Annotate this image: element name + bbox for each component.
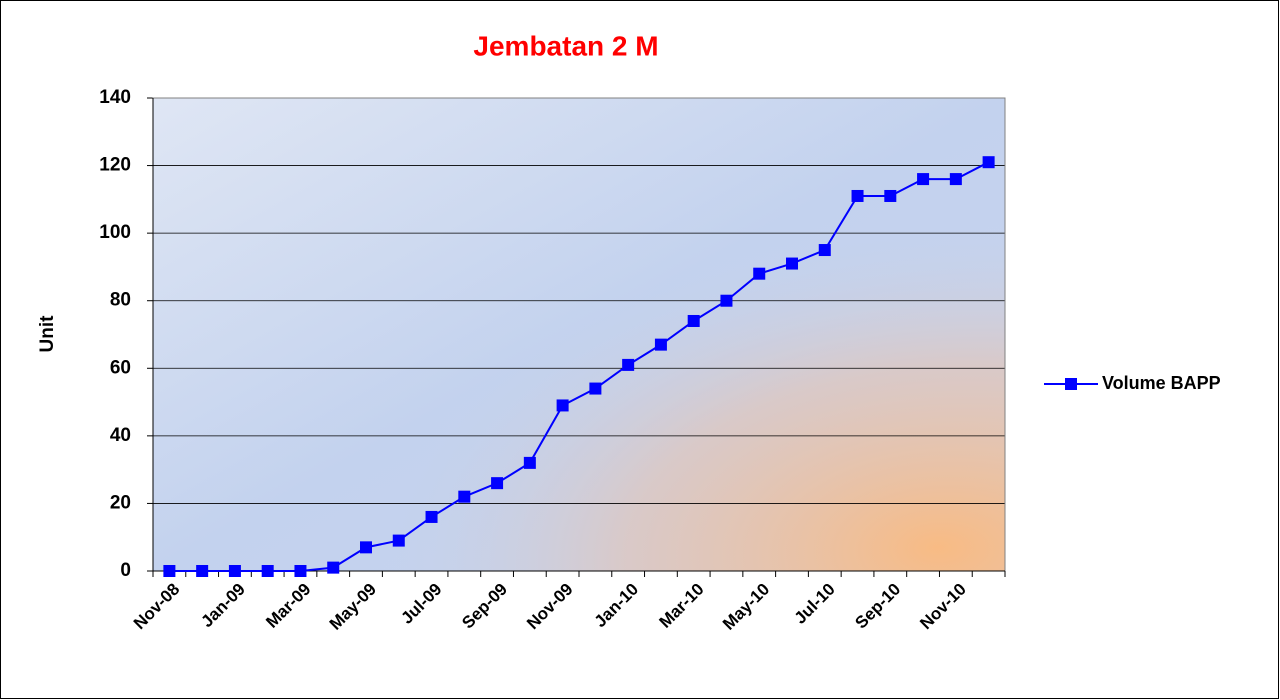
data-point: [622, 358, 635, 371]
data-point: [425, 510, 438, 523]
data-point: [491, 477, 504, 490]
y-tick-label: 40: [110, 425, 131, 446]
legend-label: Volume BAPP: [1102, 373, 1221, 393]
data-point: [884, 189, 897, 202]
data-point: [392, 534, 405, 547]
data-point: [851, 189, 864, 202]
data-point: [982, 156, 995, 169]
data-point: [917, 173, 930, 186]
data-point: [523, 456, 536, 469]
y-tick-label: 20: [110, 492, 131, 513]
y-tick-label: 60: [110, 357, 131, 378]
data-point: [294, 565, 307, 577]
legend-marker: [1065, 378, 1077, 390]
y-tick-label: 100: [99, 222, 131, 243]
data-point: [818, 244, 831, 257]
y-axis-label: Unit: [37, 315, 58, 353]
y-tick-label: 120: [99, 155, 131, 176]
data-point: [949, 173, 962, 186]
data-point: [163, 565, 176, 577]
y-tick-label: 0: [120, 560, 131, 581]
data-point: [720, 294, 733, 307]
data-point: [327, 561, 340, 574]
y-tick-label: 80: [110, 290, 131, 311]
data-point: [556, 399, 569, 412]
data-point: [196, 565, 209, 577]
data-point: [261, 565, 274, 577]
data-point: [753, 267, 766, 280]
y-tick-label: 140: [99, 87, 131, 108]
data-point: [458, 490, 471, 503]
chart-title: Jembatan 2 M: [473, 30, 658, 61]
data-point: [228, 565, 241, 577]
data-point: [360, 541, 372, 554]
data-point: [786, 257, 798, 270]
data-point: [687, 314, 700, 327]
data-point: [589, 382, 602, 395]
plot-glow: [153, 98, 1005, 571]
data-point: [654, 338, 667, 351]
